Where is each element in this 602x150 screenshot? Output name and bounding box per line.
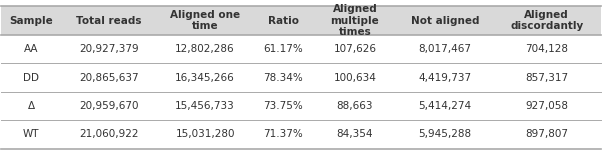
Text: 61.17%: 61.17% [263,44,303,54]
Text: Ratio: Ratio [267,16,299,26]
Bar [1,6,601,35]
Text: 8,017,467: 8,017,467 [418,44,471,54]
Text: DD: DD [23,73,39,82]
Text: 5,414,274: 5,414,274 [418,101,471,111]
Text: 4,419,737: 4,419,737 [418,73,471,82]
Text: 16,345,266: 16,345,266 [175,73,235,82]
Text: 12,802,286: 12,802,286 [175,44,235,54]
Text: 21,060,922: 21,060,922 [79,129,139,139]
Text: 5,945,288: 5,945,288 [418,129,471,139]
Text: 107,626: 107,626 [334,44,376,54]
Text: 84,354: 84,354 [337,129,373,139]
Text: Aligned
discordantly: Aligned discordantly [510,10,583,32]
Text: 78.34%: 78.34% [263,73,303,82]
Text: AA: AA [24,44,39,54]
Text: Sample: Sample [10,16,53,26]
Text: 704,128: 704,128 [525,44,568,54]
Text: 15,031,280: 15,031,280 [175,129,235,139]
Text: Total reads: Total reads [76,16,142,26]
Text: Δ: Δ [28,101,35,111]
Text: 20,959,670: 20,959,670 [79,101,139,111]
Text: 20,865,637: 20,865,637 [79,73,139,82]
Text: WT: WT [23,129,40,139]
Text: Aligned
multiple
times: Aligned multiple times [330,4,379,37]
Text: Not aligned: Not aligned [411,16,479,26]
Text: 20,927,379: 20,927,379 [79,44,139,54]
Text: 897,807: 897,807 [525,129,568,139]
Text: 100,634: 100,634 [334,73,376,82]
Text: 73.75%: 73.75% [263,101,303,111]
Text: 857,317: 857,317 [525,73,568,82]
Text: 88,663: 88,663 [337,101,373,111]
Text: 71.37%: 71.37% [263,129,303,139]
Text: 15,456,733: 15,456,733 [175,101,235,111]
Text: Aligned one
time: Aligned one time [170,10,240,32]
Text: 927,058: 927,058 [525,101,568,111]
